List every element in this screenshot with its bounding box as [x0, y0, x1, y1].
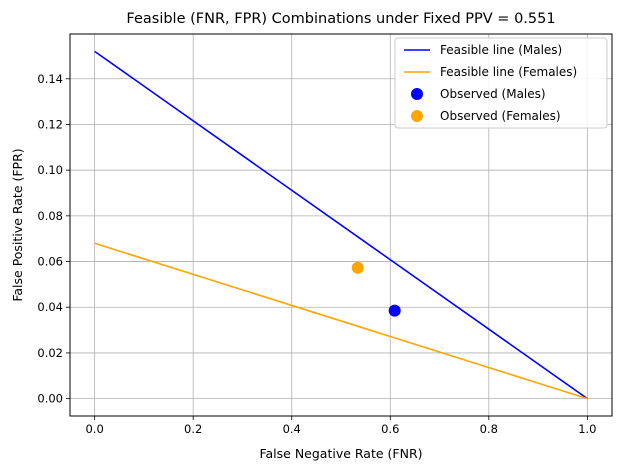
y-tick-label: 0.10 [37, 163, 63, 177]
males-feasible-line [94, 50, 588, 400]
y-axis-label: False Positive Rate (FPR) [10, 148, 25, 301]
x-tick-label: 0.4 [283, 422, 301, 436]
x-tick-label: 1.0 [578, 422, 596, 436]
plot-frame [69, 33, 613, 417]
legend-item-males-observed-label: Observed (Males) [440, 87, 546, 101]
legend: Feasible line (Males) Feasible line (Fema… [394, 37, 608, 129]
legend-item-males-line-label: Feasible line (Males) [440, 43, 562, 57]
y-tick-label: 0.06 [37, 255, 63, 269]
females-feasible-line [94, 242, 588, 400]
y-tick-label: 0.04 [37, 300, 63, 314]
y-tick-label: 0.00 [37, 392, 63, 406]
males-observed-point [388, 304, 401, 317]
series-layer [94, 50, 588, 400]
x-tick-label: 0.6 [381, 422, 399, 436]
x-axis-label: False Negative Rate (FNR) [259, 446, 422, 461]
females-observed-point [351, 261, 364, 274]
x-tick-label: 0.8 [480, 422, 498, 436]
x-tick-label: 0.0 [85, 422, 103, 436]
legend-item-males-observed-swatch [411, 88, 423, 100]
chart-title: Feasible (FNR, FPR) Combinations under F… [126, 11, 555, 27]
tick-layer: 0.0 0.2 0.4 0.6 0.8 1.0 0.00 0.02 0.04 0.06 0.08 0.… [37, 72, 596, 436]
y-tick-label: 0.12 [37, 117, 63, 131]
legend-item-females-line-label: Feasible line (Females) [440, 65, 577, 79]
legend-box [394, 37, 608, 129]
y-tick-label: 0.08 [37, 209, 63, 223]
x-tick-label: 0.2 [184, 422, 202, 436]
y-tick-label: 0.02 [37, 346, 63, 360]
legend-item-females-observed-label: Observed (Females) [440, 109, 561, 123]
y-tick-label: 0.14 [37, 72, 63, 86]
legend-item-females-observed-swatch [411, 110, 423, 122]
